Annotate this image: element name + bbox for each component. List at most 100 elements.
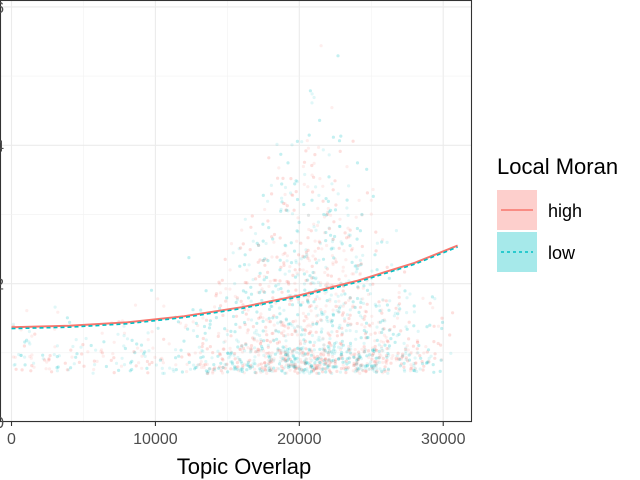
scatter-point — [304, 339, 308, 343]
scatter-point — [333, 179, 337, 183]
scatter-point — [326, 212, 330, 216]
scatter-point — [303, 368, 307, 372]
scatter-point — [259, 339, 263, 343]
scatter-point — [331, 354, 335, 359]
scatter-point — [387, 276, 391, 280]
scatter-point — [355, 360, 359, 364]
scatter-point — [370, 321, 375, 325]
scatter-point — [264, 368, 268, 373]
scatter-point — [364, 321, 369, 325]
scatter-point — [147, 362, 151, 366]
scatter-point — [133, 351, 137, 355]
scatter-point — [324, 197, 328, 201]
scatter-point — [63, 361, 67, 365]
scatter-point — [258, 348, 262, 352]
scatter-point — [312, 225, 316, 229]
scatter-point — [353, 348, 357, 352]
scatter-point — [301, 254, 305, 258]
x-tick-label: 0 — [7, 431, 16, 448]
scatter-point — [208, 345, 212, 349]
scatter-point — [313, 356, 317, 360]
scatter-point — [258, 271, 262, 275]
scatter-point — [331, 188, 335, 192]
scatter-point — [318, 361, 322, 365]
scatter-point — [233, 282, 237, 286]
scatter-point — [293, 281, 297, 285]
scatter-point — [286, 350, 290, 354]
scatter-point — [218, 352, 222, 356]
scatter-point — [303, 329, 308, 333]
scatter-point — [385, 347, 389, 351]
scatter-point — [325, 360, 329, 364]
scatter-point — [358, 229, 362, 233]
scatter-point — [367, 323, 371, 327]
scatter-point — [295, 139, 299, 143]
scatter-point — [333, 351, 337, 355]
x-tick-label: 30000 — [421, 431, 466, 448]
scatter-point — [293, 364, 297, 368]
scatter-point — [292, 364, 296, 368]
scatter-point — [356, 358, 360, 362]
scatter-point — [381, 238, 385, 242]
scatter-point — [295, 356, 299, 360]
legend-label-low: low — [548, 243, 576, 263]
scatter-point — [158, 358, 162, 362]
scatter-point — [311, 322, 315, 326]
scatter-point — [135, 342, 139, 346]
scatter-point — [254, 329, 258, 333]
scatter-point — [370, 269, 374, 273]
scatter-point — [43, 358, 47, 362]
scatter-point — [303, 362, 307, 366]
scatter-point — [241, 303, 245, 307]
scatter-point — [254, 371, 258, 375]
scatter-point — [374, 348, 378, 352]
scatter-point — [327, 227, 332, 231]
scatter-point — [343, 360, 347, 364]
scatter-point — [329, 318, 333, 322]
scatter-point — [213, 366, 217, 370]
scatter-point — [306, 146, 310, 150]
scatter-point — [364, 369, 368, 373]
scatter-point — [308, 360, 312, 364]
scatter-point — [162, 371, 166, 375]
scatter-point — [297, 300, 301, 304]
scatter-point — [306, 301, 310, 305]
scatter-point — [267, 316, 271, 320]
scatter-point — [265, 338, 269, 343]
scatter-point — [237, 247, 241, 251]
scatter-point — [286, 209, 290, 213]
scatter-point — [322, 362, 326, 366]
scatter-point — [198, 362, 202, 366]
scatter-point — [286, 353, 290, 357]
scatter-point — [310, 163, 314, 168]
scatter-point — [371, 282, 375, 286]
scatter-point — [301, 311, 305, 315]
scatter-point — [223, 327, 227, 331]
scatter-point — [267, 354, 271, 358]
scatter-point — [233, 294, 237, 298]
scatter-point — [264, 351, 268, 355]
scatter-point — [345, 350, 349, 354]
scatter-point — [389, 337, 393, 341]
scatter-point — [349, 344, 353, 348]
scatter-point — [397, 357, 401, 361]
scatter-point — [426, 348, 431, 352]
scatter-point — [104, 364, 108, 369]
scatter-point — [214, 294, 218, 298]
scatter-point — [228, 287, 232, 291]
scatter-point — [385, 265, 389, 269]
scatter-point — [350, 305, 355, 309]
scatter-point — [246, 364, 250, 368]
scatter-point — [360, 212, 364, 217]
scatter-point — [403, 270, 407, 274]
scatter-point — [334, 292, 338, 296]
scatter-point — [319, 359, 323, 363]
scatter-point — [335, 369, 339, 373]
scatter-point — [291, 273, 295, 277]
scatter-point — [229, 334, 233, 338]
scatter-point — [400, 355, 405, 359]
scatter-point — [353, 370, 357, 374]
scatter-point — [377, 356, 381, 360]
scatter-point — [390, 263, 394, 267]
scatter-point — [321, 360, 325, 364]
